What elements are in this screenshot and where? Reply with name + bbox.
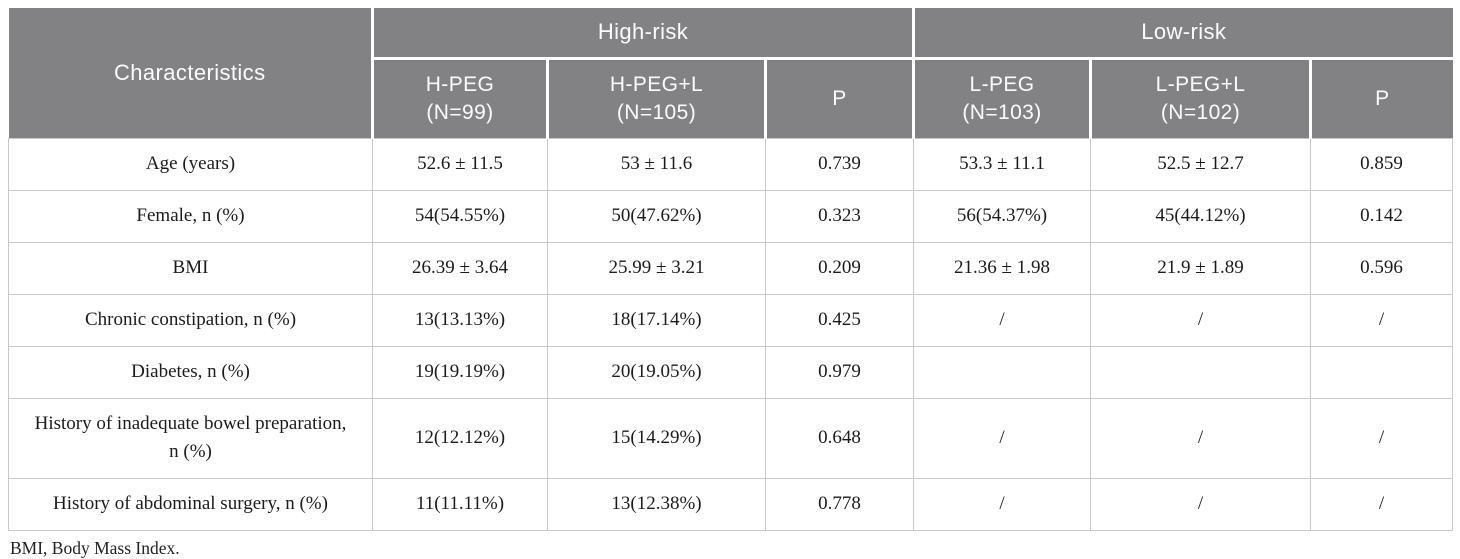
data-cell: 0.859 xyxy=(1310,137,1454,191)
table-row-female: Female, n (%) 54(54.55%) 50(47.62%) 0.32… xyxy=(8,189,1454,243)
data-cell: / xyxy=(913,293,1092,347)
data-cell: / xyxy=(913,477,1092,531)
data-cell: 53 ± 11.6 xyxy=(547,137,766,191)
data-cell: 0.778 xyxy=(764,477,915,531)
data-cell: 45(44.12%) xyxy=(1090,189,1312,243)
data-cell: / xyxy=(1310,293,1454,347)
table-row-inadequate-bowel-prep: History of inadequate bowel preparation,… xyxy=(8,397,1454,479)
col-header-p-high: P xyxy=(763,58,914,138)
col-header-h-peg-l: H-PEG+L (N=105) xyxy=(546,58,766,138)
footnote: BMI, Body Mass Index. xyxy=(10,537,180,558)
data-cell: 13(13.13%) xyxy=(372,293,548,347)
data-cell: 15(14.29%) xyxy=(547,397,766,479)
data-cell: 0.596 xyxy=(1310,241,1454,295)
data-cell: / xyxy=(1090,477,1312,531)
row-label: History of abdominal surgery, n (%) xyxy=(8,477,373,531)
row-label: BMI xyxy=(8,241,373,295)
characteristics-header-cell: Characteristics xyxy=(8,8,373,138)
data-cell: 21.36 ± 1.98 xyxy=(913,241,1092,295)
data-cell: 21.9 ± 1.89 xyxy=(1090,241,1312,295)
sub-header-row: H-PEG (N=99) H-PEG+L (N=105) P L-PEG (N=… xyxy=(9,58,1453,138)
row-label: Female, n (%) xyxy=(8,189,373,243)
data-cell: 53.3 ± 11.1 xyxy=(913,137,1092,191)
data-cell: 18(17.14%) xyxy=(547,293,766,347)
data-cell: 0.979 xyxy=(764,345,915,399)
data-cell: 0.739 xyxy=(764,137,915,191)
low-risk-group-header: Low-risk xyxy=(912,8,1453,60)
data-cell: 50(47.62%) xyxy=(547,189,766,243)
data-cell: 12(12.12%) xyxy=(372,397,548,479)
table-header: Characteristics High-risk Low-risk H-PEG… xyxy=(8,8,1453,138)
row-label: History of inadequate bowel preparation,… xyxy=(8,397,373,479)
table-row-bmi: BMI 26.39 ± 3.64 25.99 ± 3.21 0.209 21.3… xyxy=(8,241,1454,295)
data-cell: / xyxy=(1310,477,1454,531)
col-header-h-peg: H-PEG (N=99) xyxy=(371,58,548,138)
data-cell: / xyxy=(1090,293,1312,347)
data-cell: / xyxy=(1090,397,1312,479)
data-cell: 0.142 xyxy=(1310,189,1454,243)
data-cell: 56(54.37%) xyxy=(913,189,1092,243)
data-cell: / xyxy=(913,397,1092,479)
data-cell: 0.425 xyxy=(764,293,915,347)
data-cell xyxy=(1090,345,1312,399)
high-risk-group-header: High-risk xyxy=(370,8,914,60)
data-cell: 0.323 xyxy=(764,189,915,243)
data-cell: 25.99 ± 3.21 xyxy=(547,241,766,295)
data-cell: 52.5 ± 12.7 xyxy=(1090,137,1312,191)
data-cell: 13(12.38%) xyxy=(547,477,766,531)
data-cell: 52.6 ± 11.5 xyxy=(372,137,548,191)
characteristics-table: Characteristics High-risk Low-risk H-PEG… xyxy=(8,8,1454,531)
data-cell: 0.648 xyxy=(764,397,915,479)
data-cell: / xyxy=(1310,397,1454,479)
data-cell xyxy=(1310,345,1454,399)
table-row-diabetes: Diabetes, n (%) 19(19.19%) 20(19.05%) 0.… xyxy=(8,345,1454,399)
row-label: Diabetes, n (%) xyxy=(8,345,373,399)
data-cell: 26.39 ± 3.64 xyxy=(372,241,548,295)
table-row-age: Age (years) 52.6 ± 11.5 53 ± 11.6 0.739 … xyxy=(8,137,1454,191)
col-header-l-peg-l: L-PEG+L (N=102) xyxy=(1089,58,1311,138)
col-header-l-peg: L-PEG (N=103) xyxy=(912,58,1091,138)
col-header-p-low: P xyxy=(1309,58,1453,138)
data-cell: 54(54.55%) xyxy=(372,189,548,243)
data-cell: 11(11.11%) xyxy=(372,477,548,531)
row-label: Chronic constipation, n (%) xyxy=(8,293,373,347)
data-cell: 0.209 xyxy=(764,241,915,295)
table-row-abdominal-surgery: History of abdominal surgery, n (%) 11(1… xyxy=(8,477,1454,531)
data-cell xyxy=(913,345,1092,399)
row-label: Age (years) xyxy=(8,137,373,191)
data-cell: 20(19.05%) xyxy=(547,345,766,399)
group-header-row: Characteristics High-risk Low-risk xyxy=(8,8,1453,138)
data-cell: 19(19.19%) xyxy=(372,345,548,399)
table-body: Age (years) 52.6 ± 11.5 53 ± 11.6 0.739 … xyxy=(8,137,1454,531)
table-row-chronic-constipation: Chronic constipation, n (%) 13(13.13%) 1… xyxy=(8,293,1454,347)
